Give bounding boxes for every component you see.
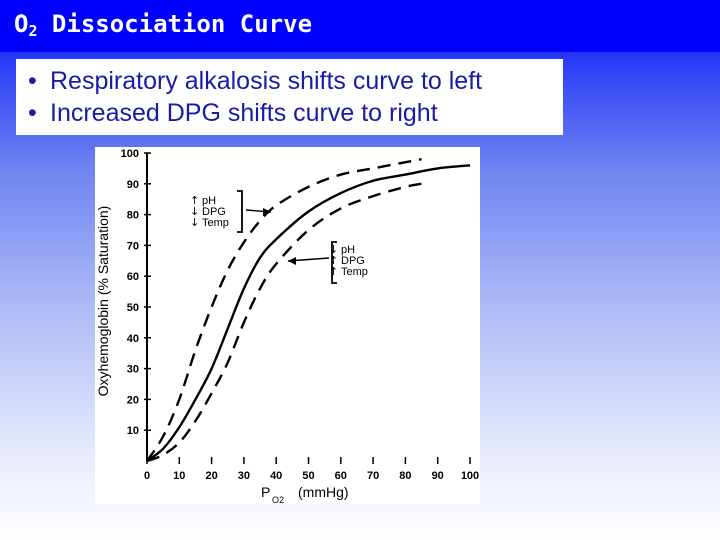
y-tick-label: 40 <box>127 333 139 345</box>
bullet-list: • Respiratory alkalosis shifts curve to l… <box>16 59 563 135</box>
title-main: O <box>14 10 29 38</box>
annotation-arrowhead <box>263 208 271 216</box>
title-bar: O2 Dissociation Curve <box>0 0 720 52</box>
x-tick-label: 50 <box>302 470 314 482</box>
x-tick-label: 10 <box>173 470 185 482</box>
y-tick-label: 20 <box>127 394 139 406</box>
annotation-arrow-glyph: ↓ <box>190 216 199 229</box>
x-tick-label: 80 <box>399 470 411 482</box>
x-axis-label-unit: (mmHg) <box>298 484 349 500</box>
x-tick-label: 40 <box>270 470 282 482</box>
y-tick-label: 60 <box>127 271 139 283</box>
y-axis-label: Oxyhemoglobin (% Saturation) <box>95 206 111 397</box>
annotation-bracket <box>331 241 337 284</box>
bullet-dot: • <box>28 99 37 127</box>
series-line-2 <box>146 164 471 462</box>
x-tick-label: 20 <box>205 470 217 482</box>
y-tick-label: 100 <box>121 148 139 160</box>
x-tick-label: 90 <box>432 470 444 482</box>
annotation-arrow-glyph: ↓ <box>329 243 338 256</box>
x-tick-label: 70 <box>367 470 379 482</box>
y-tick-label: 10 <box>127 425 139 437</box>
annotation-text: pH <box>202 195 216 207</box>
title-subscript: 2 <box>28 22 38 40</box>
y-tick-label: 30 <box>127 364 139 376</box>
annotation-arrow-glyph: ↑ <box>190 194 199 207</box>
bullet-text: Increased DPG shifts curve to right <box>50 99 438 127</box>
x-tick-label: 30 <box>238 470 250 482</box>
series-line-3 <box>146 182 422 463</box>
annotation-arrowhead <box>288 257 296 265</box>
bullet-item: • Increased DPG shifts curve to right <box>28 97 563 129</box>
annotation-bracket <box>237 190 243 233</box>
x-axis-label: P <box>261 484 270 500</box>
y-tick-label: 80 <box>127 210 139 222</box>
slide-title: O2 Dissociation Curve <box>14 10 312 40</box>
x-tick-label: 60 <box>335 470 347 482</box>
annotation-arrow-glyph: ↑ <box>329 254 338 267</box>
chart-figure: 10 20 30 40 50 60 70 80 90 100 0 10 20 30 40 50 60 70 80 90… <box>95 147 480 504</box>
bullet-dot: • <box>28 67 37 95</box>
y-tick-label: 50 <box>127 302 139 314</box>
y-tick-label: 70 <box>127 240 139 252</box>
x-tick-label: 100 <box>461 470 479 482</box>
annotation-text: DPG <box>202 206 226 218</box>
annotation-arrow-glyph: ↑ <box>329 265 338 278</box>
oxygen-dissociation-chart: 10 20 30 40 50 60 70 80 90 100 0 10 20 30 40 50 60 70 80 90… <box>95 148 479 504</box>
annotation-arrow-glyph: ↓ <box>190 205 199 218</box>
x-axis-label-subscript: O2 <box>272 495 284 504</box>
annotation-text: Temp <box>341 266 368 278</box>
annotation-text: DPG <box>341 255 365 267</box>
annotation-text: Temp <box>202 217 229 229</box>
series-line-1 <box>145 157 422 462</box>
x-tick-label: 0 <box>144 470 150 482</box>
annotation-text: pH <box>341 244 355 256</box>
title-rest: Dissociation Curve <box>37 10 313 38</box>
bullet-text: Respiratory alkalosis shifts curve to le… <box>50 67 483 95</box>
y-tick-label: 90 <box>127 179 139 191</box>
bullet-item: • Respiratory alkalosis shifts curve to l… <box>28 65 563 97</box>
